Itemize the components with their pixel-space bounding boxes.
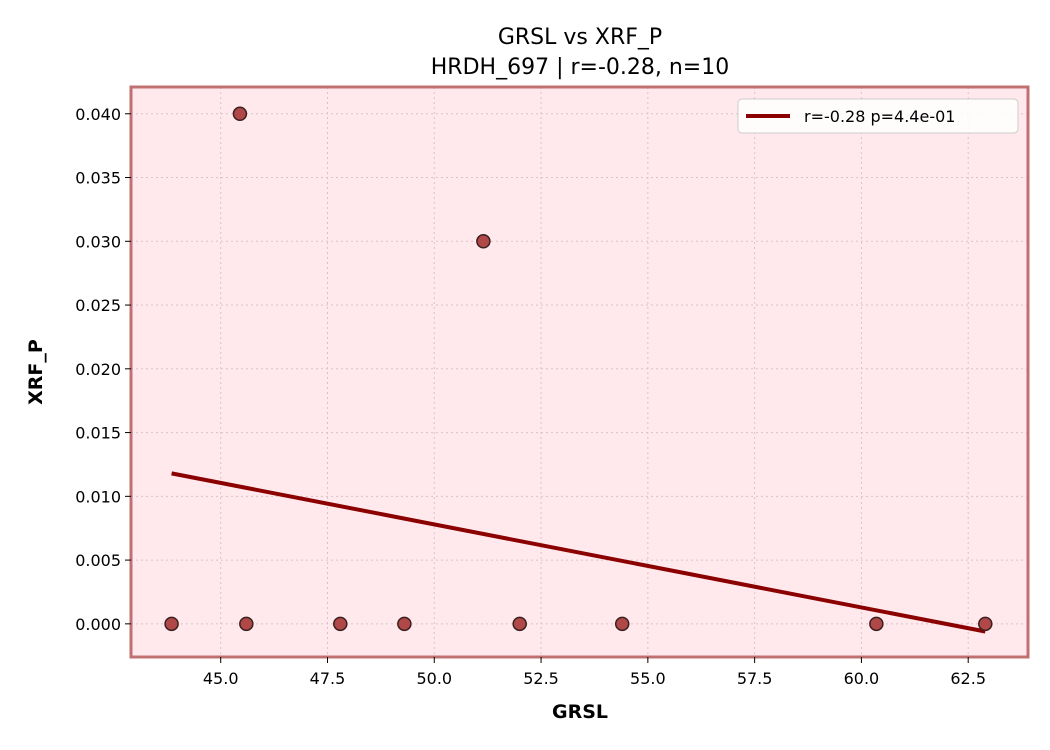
x-tick-label: 55.0 — [630, 669, 666, 688]
y-tick-label: 0.000 — [75, 615, 121, 634]
y-tick-label: 0.035 — [75, 169, 121, 188]
data-point — [164, 616, 179, 632]
y-tick-label: 0.010 — [75, 487, 121, 506]
x-tick-label: 52.5 — [523, 669, 559, 688]
x-tick-label: 60.0 — [844, 669, 880, 688]
y-tick-label: 0.020 — [75, 360, 121, 379]
legend: r=-0.28 p=4.4e-01 — [737, 98, 1019, 134]
data-point — [397, 616, 412, 632]
chart-title: GRSL vs XRF_P — [498, 25, 662, 50]
data-point — [476, 234, 491, 249]
data-point — [239, 616, 254, 632]
x-tick-label: 47.5 — [310, 669, 346, 688]
data-point — [978, 616, 993, 632]
data-point — [333, 616, 348, 632]
data-point — [869, 616, 884, 632]
chart-subtitle: HRDH_697 | r=-0.28, n=10 — [431, 55, 729, 80]
plot-frame — [129, 85, 1030, 659]
x-tick-label: 62.5 — [950, 669, 986, 688]
y-axis-ticks: 0.000 0.005 0.010 0.015 0.020 0.025 0.030 0.035… — [75, 105, 131, 634]
data-point — [614, 616, 630, 632]
fit-line-layer — [171, 471, 986, 634]
grid — [131, 87, 1028, 657]
y-tick-label: 0.040 — [75, 105, 121, 124]
data-points — [164, 106, 993, 632]
plot-area — [131, 87, 1028, 657]
y-tick-label: 0.025 — [75, 296, 121, 315]
x-axis-ticks: 45.0 47.5 50.0 52.5 55.0 57.5 60.0 62.5 — [203, 657, 986, 688]
data-point — [512, 616, 527, 632]
fit-line — [171, 471, 986, 634]
x-tick-label: 50.0 — [416, 669, 452, 688]
y-tick-label: 0.005 — [75, 551, 121, 570]
y-tick-label: 0.030 — [75, 232, 121, 251]
x-tick-label: 45.0 — [203, 669, 239, 688]
legend-box — [737, 98, 1019, 134]
x-tick-label: 57.5 — [737, 669, 773, 688]
y-tick-label: 0.015 — [75, 424, 121, 443]
x-axis-label: GRSL — [552, 701, 608, 723]
y-axis-label: XRF_P — [25, 339, 47, 405]
data-point — [232, 106, 248, 122]
legend-fit-line-label: r=-0.28 p=4.4e-01 — [804, 107, 955, 126]
